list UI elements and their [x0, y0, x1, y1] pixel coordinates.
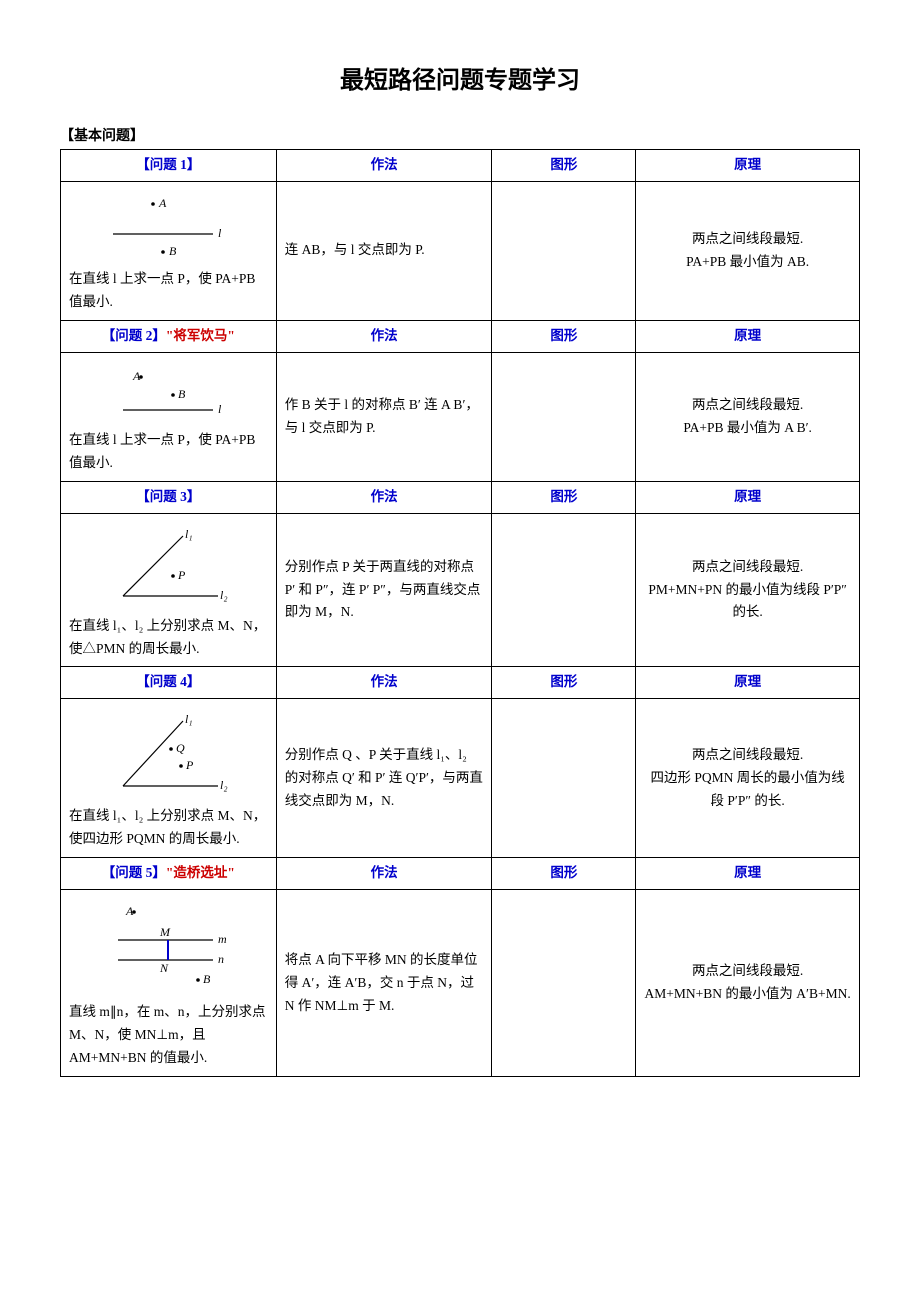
table-row: 【问题 2】"将军饮马" 作法 图形 原理 — [61, 320, 860, 352]
problem-label: 【问题 1】 — [136, 157, 200, 172]
table-row: A l B 在直线 l 上求一点 P，使 PA+PB 值最小. 连 AB，与 l… — [61, 181, 860, 320]
method-header: 作法 — [276, 667, 492, 699]
svg-text:B: B — [178, 387, 186, 401]
principle-cell: 两点之间线段最短.PA+PB 最小值为 AB. — [636, 181, 860, 320]
table-row: l₁ l₂ P 在直线 l₁、l₂ 上分别求点 M、N，使△PMN 的周长最小.… — [61, 513, 860, 667]
problem-desc: 在直线 l₁、l₂ 上分别求点 M、N，使△PMN 的周长最小. — [69, 615, 268, 661]
problem4-figure-icon: l₁ l₂ Q P — [103, 711, 233, 801]
page-title: 最短路径问题专题学习 — [60, 60, 860, 95]
problem-label-cell: 【问题 4】 — [61, 667, 277, 699]
figure-header: 图形 — [492, 667, 636, 699]
problem-desc: 在直线 l 上求一点 P，使 PA+PB 值最小. — [69, 268, 268, 314]
method-cell: 作 B 关于 l 的对称点 B′ 连 A B′，与 l 交点即为 P. — [276, 352, 492, 481]
figure-header: 图形 — [492, 481, 636, 513]
principle-cell: 两点之间线段最短.PM+MN+PN 的最小值为线段 P′P″ 的长. — [636, 513, 860, 667]
svg-text:l₂: l₂ — [220, 588, 228, 602]
problem-cell: A m n M N B 直线 m∥n，在 m、n，上分别求点 M、N，使 MN⊥… — [61, 890, 277, 1077]
svg-text:B: B — [169, 244, 177, 258]
method-header: 作法 — [276, 481, 492, 513]
problem-label: 【问题 4】 — [136, 674, 200, 689]
figure-cell — [492, 513, 636, 667]
svg-text:M: M — [159, 925, 171, 939]
problems-table: 【问题 1】 作法 图形 原理 A l B 在直线 l 上求一点 P，使 PA+… — [60, 149, 860, 1077]
principle-cell: 两点之间线段最短.PA+PB 最小值为 A B′. — [636, 352, 860, 481]
table-row: A m n M N B 直线 m∥n，在 m、n，上分别求点 M、N，使 MN⊥… — [61, 890, 860, 1077]
principle-header: 原理 — [636, 481, 860, 513]
problem-label-cell: 【问题 1】 — [61, 150, 277, 182]
problem-label-cell: 【问题 3】 — [61, 481, 277, 513]
svg-text:l: l — [218, 402, 222, 416]
problem-cell: l₁ l₂ Q P 在直线 l₁、l₂ 上分别求点 M、N，使四边形 PQMN … — [61, 699, 277, 858]
svg-text:n: n — [218, 952, 224, 966]
method-header: 作法 — [276, 150, 492, 182]
principle-cell: 两点之间线段最短.AM+MN+BN 的最小值为 A′B+MN. — [636, 890, 860, 1077]
table-row: 【问题 5】"造桥选址" 作法 图形 原理 — [61, 858, 860, 890]
problem-cell: A B l 在直线 l 上求一点 P，使 PA+PB 值最小. — [61, 352, 277, 481]
problem-cell: A l B 在直线 l 上求一点 P，使 PA+PB 值最小. — [61, 181, 277, 320]
svg-text:l₁: l₁ — [185, 527, 193, 541]
method-cell: 连 AB，与 l 交点即为 P. — [276, 181, 492, 320]
figure-cell — [492, 181, 636, 320]
method-cell: 分别作点 Q 、P 关于直线 l₁、l₂ 的对称点 Q′ 和 P′ 连 Q′P′… — [276, 699, 492, 858]
figure-cell — [492, 352, 636, 481]
problem-label: 【问题 3】 — [136, 489, 200, 504]
problem-label-cell: 【问题 2】"将军饮马" — [61, 320, 277, 352]
svg-text:N: N — [159, 961, 169, 975]
svg-text:m: m — [218, 932, 227, 946]
problem3-figure-icon: l₁ l₂ P — [103, 526, 233, 611]
principle-cell: 两点之间线段最短.四边形 PQMN 周长的最小值为线段 P′P″ 的长. — [636, 699, 860, 858]
svg-text:B: B — [203, 972, 211, 986]
problem-subtitle: "将军饮马" — [166, 328, 235, 343]
method-header: 作法 — [276, 858, 492, 890]
method-cell: 将点 A 向下平移 MN 的长度单位得 A′，连 A′B，交 n 于点 N，过 … — [276, 890, 492, 1077]
table-row: A B l 在直线 l 上求一点 P，使 PA+PB 值最小. 作 B 关于 l… — [61, 352, 860, 481]
problem-label-cell: 【问题 5】"造桥选址" — [61, 858, 277, 890]
table-row: 【问题 3】 作法 图形 原理 — [61, 481, 860, 513]
problem2-figure-icon: A B l — [103, 365, 233, 425]
svg-text:Q: Q — [176, 741, 185, 755]
table-row: l₁ l₂ Q P 在直线 l₁、l₂ 上分别求点 M、N，使四边形 PQMN … — [61, 699, 860, 858]
principle-header: 原理 — [636, 150, 860, 182]
section-label: 【基本问题】 — [60, 125, 860, 145]
problem-desc: 在直线 l₁、l₂ 上分别求点 M、N，使四边形 PQMN 的周长最小. — [69, 805, 268, 851]
svg-text:A: A — [158, 196, 167, 210]
problem-desc: 直线 m∥n，在 m、n，上分别求点 M、N，使 MN⊥m，且 AM+MN+BN… — [69, 1001, 268, 1070]
problem-cell: l₁ l₂ P 在直线 l₁、l₂ 上分别求点 M、N，使△PMN 的周长最小. — [61, 513, 277, 667]
principle-header: 原理 — [636, 858, 860, 890]
svg-text:l: l — [218, 226, 222, 240]
figure-cell — [492, 699, 636, 858]
figure-header: 图形 — [492, 150, 636, 182]
problem-subtitle: "造桥选址" — [166, 865, 235, 880]
svg-text:P: P — [177, 568, 186, 582]
svg-text:l₂: l₂ — [220, 778, 228, 792]
problem1-figure-icon: A l B — [103, 194, 233, 264]
svg-text:l₁: l₁ — [185, 712, 193, 726]
problem-desc: 在直线 l 上求一点 P，使 PA+PB 值最小. — [69, 429, 268, 475]
method-header: 作法 — [276, 320, 492, 352]
principle-header: 原理 — [636, 667, 860, 699]
method-cell: 分别作点 P 关于两直线的对称点 P′ 和 P″，连 P′ P″，与两直线交点即… — [276, 513, 492, 667]
figure-header: 图形 — [492, 858, 636, 890]
problem5-figure-icon: A m n M N B — [98, 902, 238, 997]
table-row: 【问题 1】 作法 图形 原理 — [61, 150, 860, 182]
figure-cell — [492, 890, 636, 1077]
svg-text:P: P — [185, 758, 194, 772]
principle-header: 原理 — [636, 320, 860, 352]
figure-header: 图形 — [492, 320, 636, 352]
problem-label: 【问题 5】 — [102, 865, 166, 880]
table-row: 【问题 4】 作法 图形 原理 — [61, 667, 860, 699]
problem-label: 【问题 2】 — [102, 328, 166, 343]
